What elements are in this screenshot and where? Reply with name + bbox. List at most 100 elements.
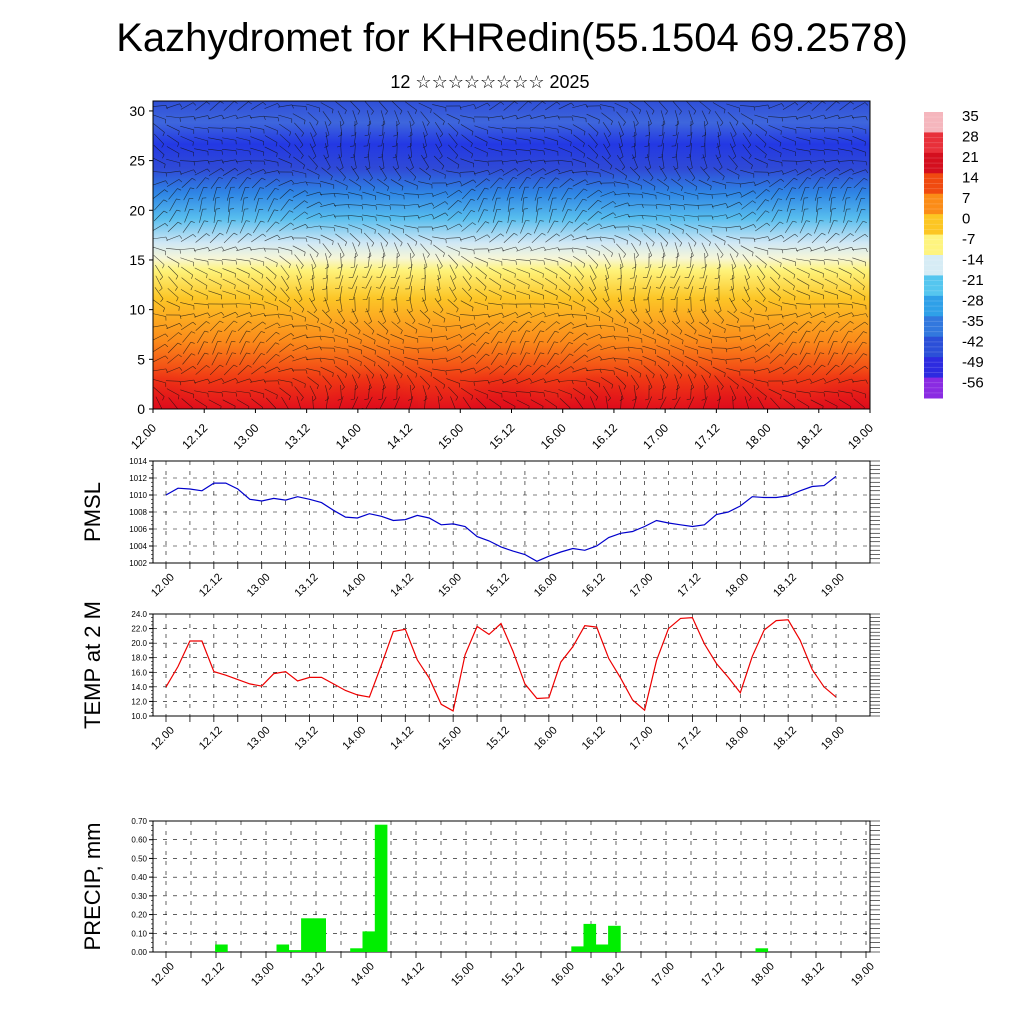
- wind-barb: [460, 115, 474, 119]
- wind-barb-feather: [822, 285, 824, 290]
- wind-barb-feather: [356, 177, 360, 182]
- wind-barb: [714, 111, 724, 123]
- wind-barb-feather: [715, 299, 720, 302]
- wind-barb-feather: [191, 274, 194, 279]
- wind-barb: [516, 290, 530, 296]
- wind-barb: [670, 333, 684, 341]
- wind-barb-feather: [290, 343, 294, 347]
- wind-barb-feather: [753, 356, 757, 361]
- wind-barb: [322, 243, 332, 255]
- wind-barb: [194, 168, 208, 176]
- wind-barb: [530, 290, 544, 296]
- wind-barb: [717, 132, 721, 146]
- chart-subtitle: 12 ☆☆☆☆☆☆☆☆ 2025: [390, 72, 590, 92]
- wind-barb-feather: [662, 387, 666, 391]
- wind-barb: [310, 132, 316, 146]
- wind-barb-feather: [627, 359, 630, 364]
- wind-barb-feather: [234, 168, 239, 172]
- wind-barb: [236, 127, 250, 129]
- wind-barb-feather: [177, 142, 180, 147]
- wind-barb-feather: [179, 103, 183, 108]
- wind-barb-feather: [862, 341, 867, 344]
- colorbar-label: 21: [962, 149, 979, 166]
- wind-barb: [236, 378, 250, 384]
- wind-barb: [726, 103, 740, 109]
- wind-barb: [366, 110, 372, 124]
- precip-bar: [313, 918, 326, 952]
- wind-barb: [530, 399, 544, 407]
- wind-barb: [296, 396, 302, 409]
- wind-barb-feather: [400, 242, 403, 247]
- wind-barb: [404, 225, 418, 229]
- wind-barb-feather: [177, 263, 180, 268]
- wind-barb: [546, 177, 556, 189]
- wind-barb: [180, 321, 194, 331]
- wind-barb-feather: [529, 246, 533, 251]
- wind-barb-feather: [452, 288, 456, 292]
- wind-barb-feather: [274, 187, 279, 190]
- wind-barb-feather: [663, 177, 667, 182]
- wind-barb-feather: [204, 352, 209, 355]
- wind-barb: [558, 301, 572, 307]
- wind-barb-feather: [165, 324, 168, 329]
- wind-barb: [153, 180, 166, 186]
- wind-barb: [153, 333, 166, 341]
- wind-barb-feather: [423, 266, 428, 270]
- wind-barb-feather: [249, 304, 252, 309]
- wind-barb: [544, 302, 558, 306]
- wind-barb: [241, 209, 245, 223]
- wind-barb: [460, 235, 474, 241]
- wind-barb-feather: [178, 332, 182, 336]
- wind-barb: [824, 391, 838, 393]
- wind-barb: [320, 366, 334, 374]
- wind-barb: [180, 147, 194, 153]
- wind-barb: [167, 221, 179, 233]
- wind-barb: [197, 352, 205, 366]
- y-tick-label: 10.0: [131, 712, 147, 721]
- wind-barb-feather: [608, 309, 612, 313]
- warm-peak-4: [686, 339, 777, 409]
- wind-barb-feather: [623, 254, 626, 258]
- wind-barb: [741, 211, 753, 221]
- wind-barb: [354, 384, 356, 400]
- wind-barb-feather: [569, 331, 574, 334]
- wind-barb: [503, 233, 515, 243]
- wind-barb-feather: [848, 352, 853, 355]
- wind-barb-feather: [792, 286, 795, 291]
- wind-barb: [769, 266, 781, 276]
- wind-barb: [754, 299, 768, 309]
- wind-barb-feather: [709, 373, 711, 378]
- wind-barb-feather: [471, 395, 474, 400]
- wind-barb: [771, 209, 779, 223]
- wind-barb-feather: [233, 320, 238, 324]
- wind-barb: [628, 203, 642, 207]
- wind-barb: [381, 253, 385, 267]
- wind-barb: [376, 214, 390, 218]
- wind-barb-feather: [749, 133, 752, 137]
- wind-barb-feather: [555, 177, 560, 180]
- wind-barb-feather: [652, 242, 655, 247]
- x-tick-label: 12.12: [199, 960, 227, 988]
- wind-barb: [614, 192, 628, 196]
- wind-barb: [335, 233, 347, 243]
- wind-barb-feather: [421, 410, 425, 411]
- wind-barb-feather: [639, 241, 642, 246]
- wind-barb: [711, 226, 727, 228]
- wind-barb: [633, 396, 638, 409]
- wind-barb-feather: [248, 233, 252, 236]
- wind-barb-feather: [570, 142, 572, 147]
- wind-barb: [378, 101, 388, 112]
- wind-barb: [628, 225, 642, 229]
- wind-barb: [768, 146, 782, 154]
- wind-barb-feather: [780, 153, 782, 158]
- wind-barb-feather: [191, 407, 193, 409]
- wind-barb: [530, 258, 544, 262]
- wind-barb-feather: [378, 156, 383, 158]
- wind-barb-feather: [613, 191, 617, 195]
- wind-barb-feather: [288, 154, 291, 159]
- wind-barb-feather: [378, 398, 383, 400]
- wind-barb: [348, 224, 362, 230]
- wind-barb-feather: [684, 287, 689, 289]
- wind-barb-feather: [613, 370, 615, 375]
- wind-barb: [181, 266, 193, 276]
